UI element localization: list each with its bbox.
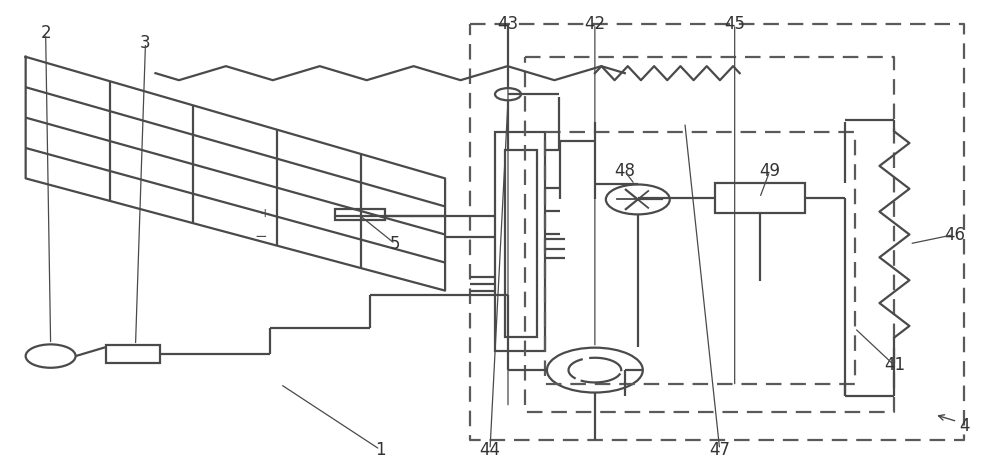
Bar [335,209,385,220]
Text: 48: 48 [614,162,635,181]
Bar [505,151,537,337]
Circle shape [547,348,643,393]
Text: 41: 41 [884,356,905,374]
Text: 43: 43 [497,15,519,33]
Text: 2: 2 [40,24,51,42]
Bar [106,345,160,363]
Text: 47: 47 [709,440,730,459]
Bar [495,132,545,351]
Bar [715,183,805,213]
Text: 42: 42 [584,15,605,33]
Text: 44: 44 [480,440,501,459]
Text: 4: 4 [959,417,970,435]
Text: 49: 49 [759,162,780,181]
Text: 3: 3 [140,34,151,52]
Text: 1: 1 [375,440,385,459]
Circle shape [26,344,76,368]
Text: 5: 5 [390,235,400,253]
Circle shape [606,184,670,214]
Text: −: − [254,229,267,244]
Text: +: + [260,207,271,220]
Circle shape [495,88,521,100]
Text: 46: 46 [944,226,965,243]
Text: 45: 45 [724,15,745,33]
